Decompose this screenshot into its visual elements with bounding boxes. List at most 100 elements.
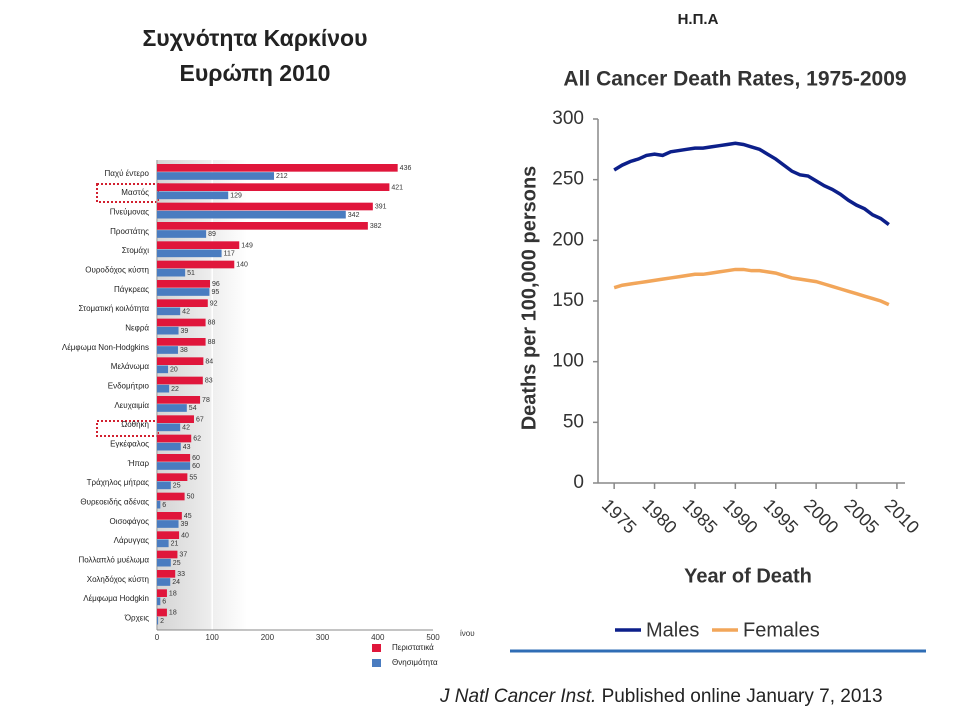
source-journal: J Natl Cancer Inst. (439, 686, 596, 707)
value-label: 18 (169, 590, 177, 597)
bar (157, 384, 170, 393)
value-label: 33 (177, 571, 185, 578)
y-tick-label: 250 (552, 169, 584, 190)
value-label: 92 (210, 300, 218, 307)
value-label: 37 (179, 552, 187, 559)
y-tick-label: 50 (563, 411, 584, 432)
bar (157, 357, 204, 365)
bar (157, 241, 240, 249)
bar (157, 191, 229, 200)
value-label: 83 (205, 378, 213, 385)
value-label: 89 (208, 231, 216, 238)
value-label: 382 (370, 223, 382, 230)
legend-label: Females (743, 619, 820, 641)
bar (157, 183, 390, 191)
chart-title: Συχνότητα Καρκίνου (143, 25, 368, 51)
bar (157, 597, 161, 606)
value-label: 391 (375, 204, 387, 211)
bar (157, 570, 176, 578)
x-tick-label: 0 (155, 633, 160, 642)
bar (157, 492, 185, 501)
y-tick-label: Μαστός (121, 188, 149, 197)
value-label: 149 (241, 242, 253, 249)
value-label: 43 (183, 444, 191, 451)
y-tick-label: Λάρυγγας (114, 536, 150, 545)
value-label: 20 (170, 366, 178, 373)
value-label: 6 (162, 502, 166, 509)
value-label: 62 (193, 436, 201, 443)
y-tick-label: Προστάτης (110, 227, 149, 236)
legend-label: Περιστατικά (392, 643, 434, 652)
value-label: 88 (208, 339, 216, 346)
value-label: 42 (182, 424, 190, 431)
value-label: 421 (391, 184, 403, 191)
bar (157, 520, 179, 528)
bar (157, 500, 161, 509)
value-label: 45 (184, 513, 192, 520)
y-tick-label: 300 (552, 108, 584, 129)
bar (157, 578, 171, 586)
bar (157, 539, 169, 548)
bar (157, 608, 167, 617)
y-tick-label: Λέμφωμα Hodgkin (83, 594, 149, 603)
value-label: 22 (171, 386, 179, 393)
value-label: 436 (400, 165, 412, 172)
y-tick-label: Ενδομήτριο (108, 381, 150, 390)
bar (157, 260, 235, 269)
value-label: 78 (202, 397, 210, 404)
value-label: 39 (181, 328, 189, 335)
value-label: 84 (205, 358, 213, 365)
bar (157, 210, 346, 219)
bar (157, 365, 169, 374)
bar (157, 268, 186, 277)
y-tick-label: Χοληδόχος κύστη (87, 575, 149, 584)
value-label: 39 (181, 521, 189, 528)
y-tick-label: Μελάνωμα (111, 362, 150, 371)
x-tick-label: 2000 (800, 495, 842, 537)
value-label: 24 (172, 579, 180, 586)
chart-title: All Cancer Death Rates, 1975-2009 (563, 68, 906, 91)
value-label: 25 (173, 482, 181, 489)
y-tick-label: 150 (552, 290, 584, 311)
value-label: 21 (171, 540, 179, 547)
bar (157, 280, 210, 288)
x-tick-label: 1995 (760, 495, 802, 537)
y-tick-label: Πάγκρεας (114, 285, 149, 294)
bar (157, 481, 171, 490)
bar (157, 288, 210, 296)
bar (157, 396, 201, 404)
y-tick-label: 0 (573, 472, 584, 493)
bar (157, 550, 178, 559)
legend-label: Θνησιμότητα (392, 658, 438, 667)
y-tick-label: Πνεύμονας (110, 207, 149, 216)
source: J Natl Cancer Inst. Published online Jan… (439, 686, 883, 707)
value-label: 18 (169, 610, 177, 617)
value-label: 42 (182, 308, 190, 315)
bar (157, 202, 373, 211)
y-tick-label: 200 (552, 229, 584, 250)
value-label: 342 (348, 212, 360, 219)
bar (157, 230, 207, 238)
bar (157, 338, 206, 346)
value-label: 117 (224, 250, 235, 257)
value-label: 40 (181, 532, 189, 539)
bar (157, 454, 191, 462)
bar (157, 589, 167, 597)
y-tick-label: Οισοφάγος (109, 517, 149, 526)
line (613, 267, 890, 307)
x-tick-label: 200 (261, 633, 275, 642)
bar (157, 415, 194, 423)
x-tick-label: 500 (426, 633, 440, 642)
value-label: 96 (212, 281, 220, 288)
x-tick-label: 1990 (719, 495, 761, 537)
value-label: 25 (173, 560, 181, 567)
header: Η.Π.Α (678, 11, 719, 28)
legend-label: Males (646, 619, 699, 641)
y-tick-label: Λευχαιμία (114, 401, 149, 410)
x-tick-label: 2005 (840, 495, 882, 537)
bar (157, 346, 178, 354)
bar (157, 326, 179, 335)
value-label: 38 (180, 347, 188, 354)
bar (157, 404, 187, 412)
